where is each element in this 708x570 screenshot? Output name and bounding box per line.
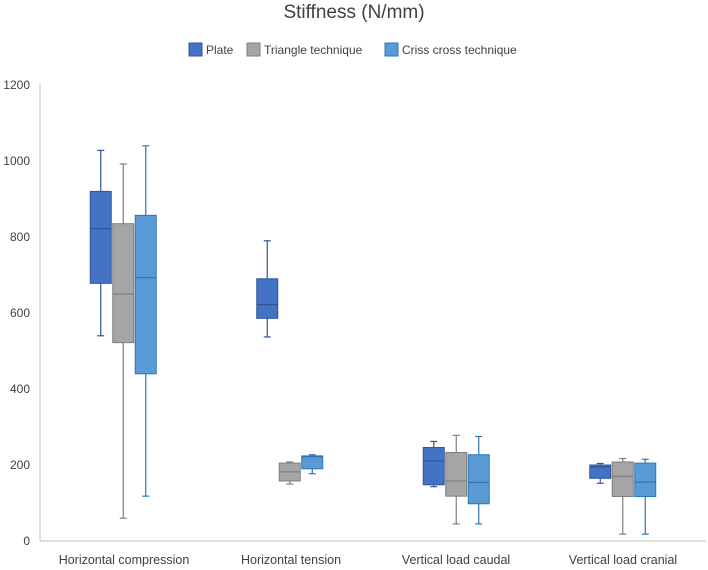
legend-label-plate: Plate <box>206 43 234 57</box>
y-tick-label: 600 <box>10 306 30 320</box>
y-tick-label: 800 <box>10 230 30 244</box>
category-label-vertical-load-cranial: Vertical load cranial <box>569 553 677 567</box>
category-label-horizontal-tension: Horizontal tension <box>241 553 341 567</box>
legend-label-criss-cross: Criss cross technique <box>402 43 517 57</box>
legend-swatch-plate <box>188 42 203 57</box>
y-tick-label: 0 <box>23 534 30 548</box>
category-label-vertical-load-caudal: Vertical load caudal <box>402 553 510 567</box>
box-plate <box>89 190 112 284</box>
box-plate <box>422 447 445 486</box>
box-criss-cross-technique <box>634 462 657 498</box>
box-triangle-technique <box>445 451 468 497</box>
box-criss-cross-technique <box>134 214 157 375</box>
box-criss-cross-technique <box>467 454 490 505</box>
legend: Plate Triangle technique Criss cross tec… <box>188 42 517 57</box>
box-triangle-technique <box>611 461 634 498</box>
legend-label-triangle: Triangle technique <box>264 43 363 57</box>
box-plate <box>256 278 279 319</box>
legend-swatch-triangle <box>246 42 261 57</box>
y-tick-label: 200 <box>10 458 30 472</box>
x-axis-labels: Horizontal compression Horizontal tensio… <box>59 553 678 567</box>
y-tick-label: 400 <box>10 382 30 396</box>
box-plate <box>589 464 612 479</box>
chart-title: Stiffness (N/mm) <box>283 2 424 23</box>
box-criss-cross-technique <box>301 455 324 470</box>
legend-swatch-criss-cross <box>384 42 399 57</box>
category-label-horizontal-compression: Horizontal compression <box>59 553 190 567</box>
boxplot-series <box>89 145 657 535</box>
y-axis: 0 200 400 600 800 1000 1200 <box>3 78 41 548</box>
y-tick-label: 1200 <box>3 78 30 92</box>
box-triangle-technique <box>112 223 135 344</box>
y-tick-label: 1000 <box>3 154 30 168</box>
